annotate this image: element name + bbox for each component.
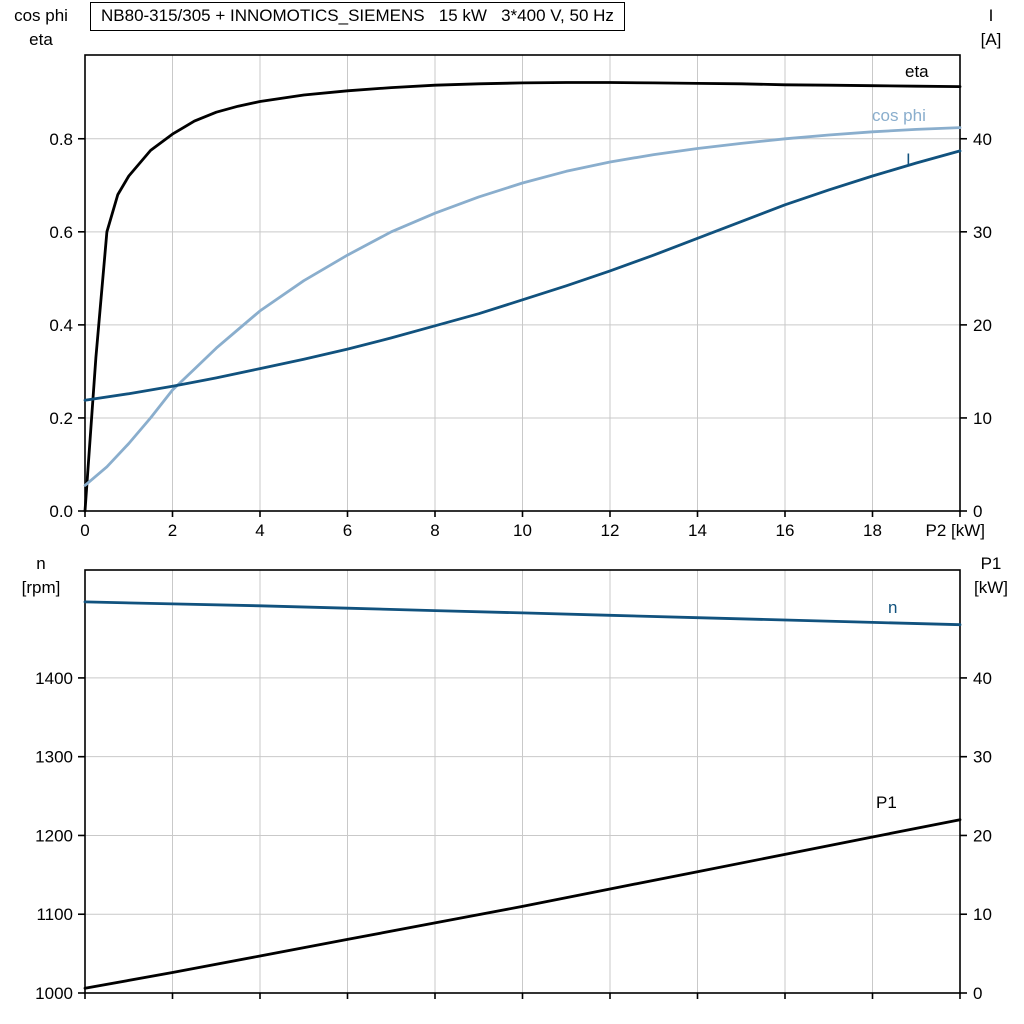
tick-label: 40 [973,669,992,688]
tick-label: 0 [973,984,982,1003]
eta-curve [83,81,962,513]
tick-label: 14 [688,521,707,540]
tick-label: 10 [973,905,992,924]
p1-curve-label: P1 [876,793,897,812]
tick-label: 6 [343,521,352,540]
axis-title-line: eta [29,30,53,49]
tick-label: 30 [973,223,992,242]
tick-label: 1400 [35,669,73,688]
tick-label: 4 [255,521,264,540]
tick-label: 8 [430,521,439,540]
tick-label: 12 [601,521,620,540]
bottom-chart-left-axis-title: n [rpm] [0,552,82,600]
tick-label: 0.4 [49,316,73,335]
cos phi-curve [83,126,962,487]
tick-label: 10 [973,409,992,428]
tick-label: 0.2 [49,409,73,428]
tick-label: 1100 [36,905,73,924]
plot-frame [84,54,961,512]
tick-label: 16 [776,521,795,540]
top-chart-left-axis-title: cos phi eta [0,4,82,52]
tick-label: 20 [973,826,992,845]
tick-label: 2 [168,521,177,540]
tick-label: 20 [973,316,992,335]
axis-title-line: I [988,6,994,25]
axis-title-line: [rpm] [21,578,61,597]
speed-curve-label: n [888,598,898,617]
tick-label: 0.8 [49,130,73,149]
P1-curve [83,818,962,990]
tick-label: 40 [973,130,992,149]
n-curve [83,600,962,627]
tick-label: 1200 [35,826,73,845]
top-chart-right-axis-title: I [A] [960,4,1022,52]
plot-frame [84,569,961,994]
bottom-chart-right-axis-title: P1 [kW] [960,552,1022,600]
current-curve-label: I [906,150,911,169]
axis-title-line: n [36,554,46,573]
eta-curve-label: eta [905,62,929,81]
tick-label: 30 [973,748,992,767]
tick-label: 18 [863,521,882,540]
I-curve [83,149,962,402]
axis-title-line: P1 [980,554,1002,573]
axis-title-line: [kW] [974,578,1008,597]
tick-label: 0.0 [49,502,73,521]
axis-title-line: [A] [980,30,1002,49]
cos-phi-curve-label: cos phi [872,106,926,125]
tick-label: 1300 [35,748,73,767]
tick-label: 0.6 [49,223,73,242]
tick-label: P2 [kW] [925,521,985,540]
tick-label: 1000 [35,984,73,1003]
tick-label: 0 [80,521,89,540]
chart-title: NB80-315/305 + INNOMOTICS_SIEMENS 15 kW … [90,2,625,31]
tick-label: 0 [973,502,982,521]
axis-title-line: cos phi [14,6,68,25]
tick-label: 10 [513,521,532,540]
